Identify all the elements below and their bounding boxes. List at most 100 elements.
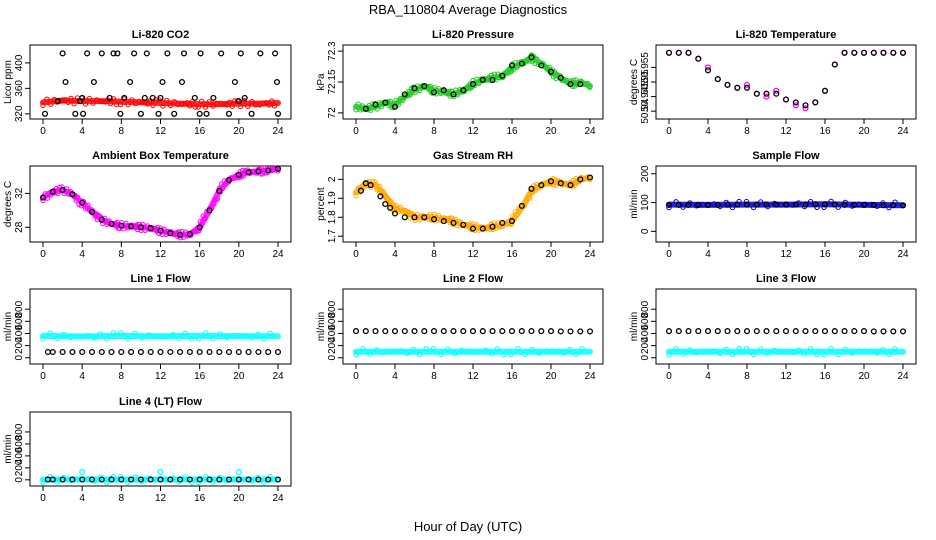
data-point	[40, 102, 46, 109]
x-tick-label: 16	[819, 371, 831, 382]
panel-4: Ambient Box Temperature 0 4 8 12 16 20 24 28 32de…	[3, 150, 292, 260]
data-point	[40, 336, 46, 342]
data-point	[192, 104, 199, 110]
series-dense	[353, 174, 593, 234]
data-point	[714, 201, 721, 208]
data-point	[372, 101, 379, 108]
data-point	[792, 328, 799, 335]
data-point	[78, 203, 84, 209]
y-tick-label: 2	[327, 176, 338, 182]
data-point	[792, 99, 799, 106]
y-tick-label: 50.955	[640, 52, 651, 83]
data-point	[62, 78, 69, 86]
data-point	[258, 166, 265, 171]
data-point	[851, 328, 858, 335]
data-point	[210, 94, 217, 101]
data-point	[79, 333, 86, 340]
data-point	[177, 348, 184, 356]
data-point	[39, 194, 47, 201]
data-point	[666, 352, 672, 358]
data-point	[85, 476, 92, 482]
data-point	[841, 49, 848, 56]
x-tick-label: 4	[705, 249, 711, 260]
data-point	[821, 204, 827, 211]
data-point	[411, 328, 418, 335]
data-point	[267, 330, 273, 336]
data-point	[216, 476, 223, 483]
data-point	[700, 348, 706, 355]
x-tick-label: 8	[119, 371, 125, 382]
data-point	[802, 105, 809, 112]
x-tick-label: 12	[467, 371, 479, 382]
data-point	[68, 95, 74, 102]
data-point	[73, 198, 80, 204]
data-point	[573, 351, 579, 357]
data-point	[501, 352, 507, 358]
data-point	[132, 474, 138, 480]
data-point	[579, 346, 585, 352]
data-point	[155, 110, 162, 117]
data-point	[547, 178, 555, 185]
data-point	[186, 476, 193, 483]
data-point	[44, 96, 50, 102]
data-point	[899, 328, 907, 335]
data-point	[398, 204, 404, 211]
data-point	[235, 348, 242, 356]
data-point	[552, 69, 558, 75]
data-point	[665, 49, 673, 56]
data-point	[362, 105, 369, 112]
data-point	[479, 225, 486, 232]
data-point	[216, 185, 223, 192]
y-tick-label: 320	[14, 105, 25, 122]
data-point	[469, 225, 477, 232]
data-point	[367, 351, 373, 357]
data-point	[724, 201, 731, 208]
data-point	[167, 476, 174, 483]
data-point	[71, 101, 77, 107]
data-point	[763, 93, 770, 100]
data-point	[491, 71, 497, 77]
data-point	[490, 226, 496, 233]
x-tick-label: 8	[119, 249, 125, 260]
plot-area	[39, 166, 282, 241]
data-point	[196, 479, 202, 486]
data-point	[570, 77, 577, 84]
data-point	[535, 61, 541, 68]
data-point	[476, 80, 482, 87]
data-point	[421, 83, 428, 90]
data-point	[90, 100, 96, 106]
data-point	[778, 349, 784, 355]
data-point	[59, 50, 66, 57]
data-point	[469, 226, 475, 233]
data-point	[196, 224, 203, 231]
dense-band	[40, 332, 281, 340]
data-point	[248, 110, 255, 117]
data-point	[479, 328, 486, 335]
series-averages	[665, 49, 907, 109]
panel-title: Ambient Box Temperature	[92, 150, 229, 162]
data-point	[97, 331, 104, 337]
data-point	[494, 346, 501, 352]
data-point	[167, 230, 174, 237]
data-point	[141, 94, 148, 101]
series-dense	[666, 346, 906, 358]
data-point	[470, 77, 476, 84]
data-point	[421, 328, 428, 335]
series-dense	[353, 346, 593, 358]
data-point	[518, 60, 525, 67]
plot-area	[40, 330, 282, 356]
data-point	[880, 347, 886, 353]
data-point	[149, 94, 156, 101]
data-point	[734, 201, 741, 208]
data-point	[49, 348, 56, 356]
series-averages	[357, 174, 594, 232]
data-point	[557, 328, 564, 335]
data-point	[65, 99, 71, 106]
y-axis-label: ml/min	[3, 312, 14, 341]
data-point	[221, 101, 227, 107]
x-tick-label: 20	[858, 371, 870, 382]
plot-area	[665, 328, 907, 358]
data-point	[195, 104, 201, 110]
data-point	[763, 90, 770, 97]
data-point	[128, 348, 135, 356]
